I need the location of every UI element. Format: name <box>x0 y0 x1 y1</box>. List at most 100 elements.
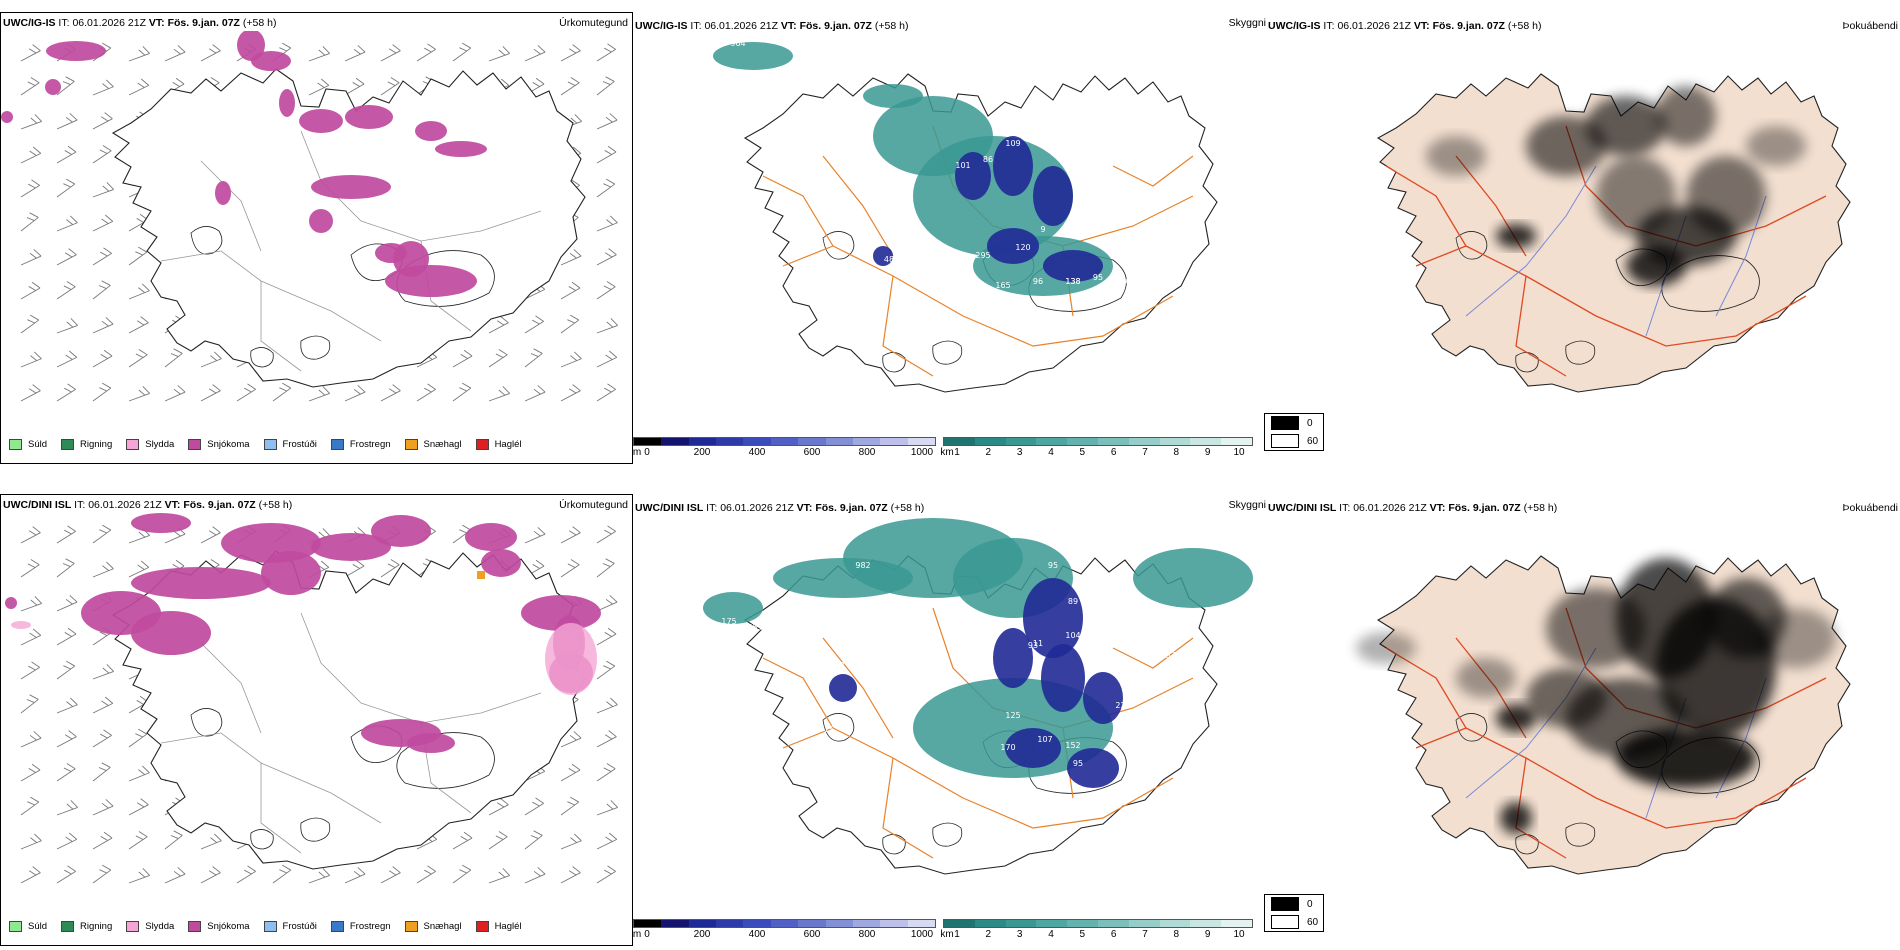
it-label: IT: <box>74 499 86 511</box>
snow-area <box>311 175 391 199</box>
wind-barb <box>452 831 473 850</box>
barb-flag <box>567 81 576 86</box>
colorbar-cell <box>852 920 881 927</box>
barb-staff <box>200 872 221 884</box>
colorbar-cell <box>770 920 799 927</box>
colorbar-cell <box>1128 438 1160 445</box>
snow-area <box>415 121 447 141</box>
barb-flag <box>137 82 145 88</box>
wind-barb <box>596 595 618 612</box>
wind-barb <box>92 382 112 402</box>
barb-flag <box>608 248 617 256</box>
legend-label: Snæhagl <box>423 439 462 450</box>
barb-flag <box>135 733 143 738</box>
barb-flag <box>498 871 506 878</box>
barb-staff <box>56 704 78 714</box>
wind-barb <box>488 868 510 884</box>
barb-flag <box>604 252 613 258</box>
barb-flag <box>567 563 576 568</box>
wind-barb <box>488 798 509 816</box>
barb-flag <box>353 48 361 55</box>
barb-staff <box>344 391 366 402</box>
wind-barb <box>524 797 544 816</box>
barb-flag <box>142 46 150 54</box>
wind-barb <box>128 765 150 782</box>
colorbar-tick: 2 <box>985 929 992 940</box>
colorbar-cell <box>1221 438 1252 445</box>
barb-flag <box>533 830 543 836</box>
barb-flag <box>496 802 505 808</box>
barb-flag <box>33 731 42 739</box>
lead-time: (+58 h) <box>242 17 277 29</box>
colorbar-tick: 600 <box>803 929 821 940</box>
barb-flag <box>65 76 75 82</box>
panel-header: UWC/DINI ISL IT: 06.01.2026 21Z VT: Fös.… <box>3 499 292 511</box>
visibility-value-label: 131 <box>1095 115 1110 124</box>
model-name: UWC/DINI ISL <box>635 502 704 514</box>
colorbar-tick: 2 <box>985 447 992 458</box>
wind-barb <box>524 315 544 334</box>
road-line <box>200 642 262 734</box>
wind-barb <box>596 558 615 578</box>
barb-staff <box>92 252 112 266</box>
barb-staff <box>56 768 76 782</box>
wind-barb <box>596 697 618 714</box>
barb-flag <box>568 870 577 876</box>
barb-flag <box>98 285 107 289</box>
barb-flag <box>64 252 73 258</box>
wind-barb <box>560 314 580 334</box>
barb-flag <box>64 150 72 155</box>
barb-flag <box>177 385 186 393</box>
snow-area <box>131 567 271 599</box>
wind-barb <box>20 628 42 646</box>
wind-barb <box>56 865 76 884</box>
barb-flag <box>140 560 150 568</box>
barb-flag <box>606 701 614 707</box>
barb-staff <box>56 222 78 232</box>
wind-barb <box>56 318 78 334</box>
wind-barb <box>92 112 113 130</box>
panel-header: UWC/IG-IS IT: 06.01.2026 21Z VT: Fös. 9.… <box>3 17 276 29</box>
sleet-area <box>11 621 31 629</box>
barb-flag <box>29 212 39 218</box>
legend-label: Snjókoma <box>207 439 250 450</box>
colorbar-cell <box>798 438 826 445</box>
barb-flag <box>103 247 112 254</box>
barb-flag <box>26 217 35 221</box>
barb-flag <box>574 833 582 842</box>
precip-legend: Súld Rigning Slydda Snjókoma Frostúði Frostre… <box>9 921 536 932</box>
barb-staff <box>596 838 617 850</box>
wind-barb <box>200 833 222 850</box>
colorbar-cell <box>1190 920 1222 927</box>
vt-label: VT: <box>164 499 181 511</box>
legend-swatch <box>126 921 140 932</box>
barb-flag <box>532 82 540 87</box>
barb-flag <box>210 355 218 361</box>
barb-flag <box>318 389 326 396</box>
barb-staff <box>596 704 618 714</box>
legend-label: Snjókoma <box>207 921 250 932</box>
barb-staff <box>56 286 76 300</box>
barb-flag <box>606 763 616 770</box>
barb-flag <box>357 45 366 53</box>
barb-flag <box>70 697 78 706</box>
barb-flag <box>212 866 221 874</box>
visibility-panel-bottom: UWC/DINI ISL IT: 06.01.2026 21Z VT: Fös.… <box>633 494 1266 946</box>
colorbar-tick: 0 <box>644 447 650 458</box>
barb-staff <box>92 220 113 232</box>
barb-flag <box>500 78 510 86</box>
barb-flag <box>608 832 618 840</box>
wind-barb <box>56 697 78 714</box>
road-line <box>300 130 542 242</box>
barb-flag <box>604 632 612 637</box>
barb-staff <box>20 603 42 612</box>
colorbar-cell <box>1159 920 1191 927</box>
wind-barb <box>92 280 111 300</box>
visibility-value-label: 163 <box>771 607 786 616</box>
colorbar-cell <box>634 920 662 927</box>
barb-staff <box>92 285 111 300</box>
barb-staff <box>20 872 41 884</box>
wind-barb <box>20 559 40 578</box>
wind-barb <box>92 696 114 714</box>
